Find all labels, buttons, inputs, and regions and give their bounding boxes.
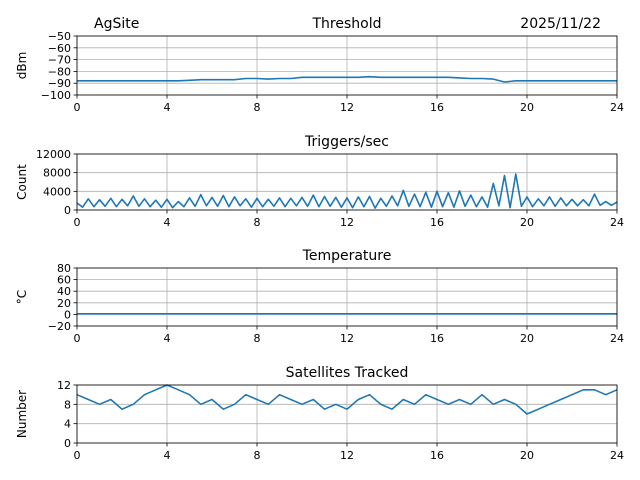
chart-title: Threshold [312,16,382,32]
y-tick-label: −70 [48,54,71,67]
date-label: 2025/11/22 [520,16,601,32]
subplot-2: 0 4 8 12 16 20 24 0 4000 8000 12000 Triggers/sec Cou… [15,134,624,229]
x-tick-label: 16 [430,216,444,229]
x-tick-label: 24 [610,101,624,114]
y-tick-label: 4 [64,418,71,431]
y-tick-label: 0 [64,437,71,450]
x-tick-label: 8 [254,332,261,345]
axes-frame [76,267,618,327]
x-tick-label: 12 [340,216,354,229]
y-tick-label: −80 [48,65,71,78]
y-tick-label: 40 [57,285,71,298]
x-tick-label: 20 [520,101,534,114]
x-tick-label: 0 [74,449,81,462]
y-tick-label: 4000 [43,185,71,198]
chart-title: Temperature [302,248,392,264]
axes-frame [76,153,618,211]
x-tick-label: 4 [164,216,171,229]
y-tick-label: −60 [48,42,71,55]
x-tick-label: 4 [164,332,171,345]
subplot-4: 0 4 8 12 16 20 24 0 4 8 12 Satellites Tracked Number [15,365,624,462]
x-tick-label: 12 [340,449,354,462]
chart-title: Triggers/sec [304,134,389,150]
x-tick-label: 24 [610,449,624,462]
x-tick-label: 16 [430,449,444,462]
y-tick-label: −50 [48,30,71,43]
x-tick-label: 12 [340,101,354,114]
x-tick-label: 8 [254,449,261,462]
x-tick-label: 8 [254,216,261,229]
y-tick-label: 0 [64,204,71,217]
x-tick-label: 16 [430,101,444,114]
y-tick-label: −20 [48,320,71,333]
y-tick-label: 12000 [36,148,71,161]
y-tick-label: 0 [64,308,71,321]
y-tick-label: 8000 [43,167,71,180]
x-tick-label: 0 [74,101,81,114]
x-tick-label: 0 [74,216,81,229]
x-tick-label: 4 [164,101,171,114]
y-axis-label: Number [15,390,29,438]
y-tick-label: −90 [48,77,71,90]
site-label: AgSite [94,16,139,32]
x-tick-label: 24 [610,216,624,229]
y-axis-label: dBm [15,52,29,80]
chart-title: Satellites Tracked [286,365,409,381]
x-tick-label: 20 [520,332,534,345]
x-tick-label: 0 [74,332,81,345]
x-tick-label: 16 [430,332,444,345]
x-tick-label: 20 [520,216,534,229]
x-tick-label: 20 [520,449,534,462]
series-line [76,173,618,209]
subplot-1: 0 4 8 12 16 20 24 −50−60−70−80−90−100 Threshold d… [15,16,624,114]
axes-frame [76,35,618,96]
x-tick-label: 4 [164,449,171,462]
x-tick-label: 12 [340,332,354,345]
x-tick-label: 24 [610,332,624,345]
y-tick-label: 60 [57,274,71,287]
y-tick-label: 20 [57,297,71,310]
x-tick-label: 8 [254,101,261,114]
y-tick-label: 80 [57,262,71,275]
y-axis-label: Count [15,164,29,200]
y-tick-label: 12 [57,379,71,392]
y-tick-label: −100 [41,89,71,102]
y-tick-label: 8 [64,398,71,411]
axes-frame [76,384,618,444]
y-axis-label: °C [15,290,29,304]
